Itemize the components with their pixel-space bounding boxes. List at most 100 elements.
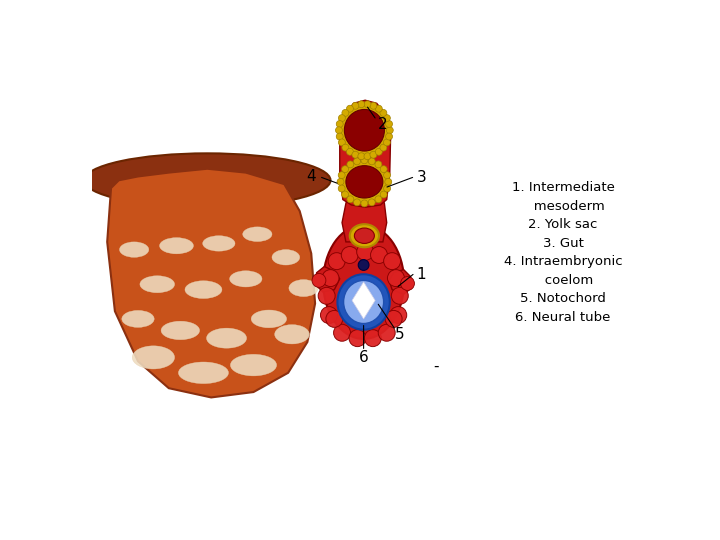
Ellipse shape bbox=[122, 310, 154, 327]
Circle shape bbox=[349, 330, 366, 347]
Circle shape bbox=[318, 287, 335, 304]
Ellipse shape bbox=[341, 160, 388, 204]
Text: 5: 5 bbox=[395, 327, 405, 342]
Circle shape bbox=[333, 325, 351, 341]
Polygon shape bbox=[340, 100, 390, 207]
Circle shape bbox=[369, 199, 375, 206]
Circle shape bbox=[387, 127, 393, 134]
Circle shape bbox=[375, 161, 382, 168]
Ellipse shape bbox=[289, 280, 318, 296]
Circle shape bbox=[358, 101, 365, 107]
Circle shape bbox=[384, 139, 390, 146]
Circle shape bbox=[341, 191, 348, 198]
Circle shape bbox=[392, 287, 408, 304]
Circle shape bbox=[346, 148, 354, 156]
Ellipse shape bbox=[339, 104, 390, 157]
Ellipse shape bbox=[185, 281, 222, 299]
Circle shape bbox=[380, 166, 387, 173]
Ellipse shape bbox=[350, 224, 379, 247]
Circle shape bbox=[380, 191, 387, 198]
Ellipse shape bbox=[243, 227, 272, 241]
Circle shape bbox=[364, 101, 371, 107]
Circle shape bbox=[342, 110, 348, 116]
Polygon shape bbox=[315, 267, 340, 292]
Circle shape bbox=[352, 102, 359, 109]
Ellipse shape bbox=[179, 362, 228, 383]
Circle shape bbox=[328, 253, 345, 269]
Circle shape bbox=[326, 310, 343, 327]
Circle shape bbox=[356, 244, 374, 260]
Ellipse shape bbox=[343, 280, 384, 323]
Ellipse shape bbox=[203, 236, 235, 251]
Ellipse shape bbox=[344, 110, 384, 151]
Circle shape bbox=[375, 196, 382, 202]
Ellipse shape bbox=[140, 276, 174, 293]
Polygon shape bbox=[352, 282, 375, 319]
Ellipse shape bbox=[207, 328, 246, 348]
Polygon shape bbox=[342, 192, 387, 242]
Circle shape bbox=[342, 144, 348, 151]
Text: 3: 3 bbox=[416, 171, 426, 186]
Circle shape bbox=[338, 185, 345, 192]
Ellipse shape bbox=[84, 153, 330, 207]
Circle shape bbox=[380, 144, 387, 151]
Circle shape bbox=[384, 253, 400, 269]
Polygon shape bbox=[107, 168, 315, 397]
Circle shape bbox=[354, 158, 361, 165]
Circle shape bbox=[322, 269, 339, 287]
Circle shape bbox=[386, 133, 392, 140]
Ellipse shape bbox=[274, 325, 310, 344]
Circle shape bbox=[390, 307, 407, 323]
Ellipse shape bbox=[120, 242, 149, 257]
Circle shape bbox=[336, 127, 343, 134]
Circle shape bbox=[312, 273, 326, 287]
Circle shape bbox=[380, 110, 387, 116]
Circle shape bbox=[336, 133, 343, 140]
Text: 2: 2 bbox=[378, 117, 387, 132]
Circle shape bbox=[337, 178, 344, 185]
Circle shape bbox=[336, 120, 343, 127]
Circle shape bbox=[352, 151, 359, 158]
Ellipse shape bbox=[323, 225, 404, 339]
Circle shape bbox=[370, 102, 377, 109]
Circle shape bbox=[338, 172, 345, 179]
Circle shape bbox=[386, 120, 392, 127]
Circle shape bbox=[354, 199, 361, 206]
Text: 4: 4 bbox=[307, 169, 316, 184]
Circle shape bbox=[358, 153, 365, 160]
Circle shape bbox=[320, 307, 338, 323]
Circle shape bbox=[361, 157, 368, 164]
Circle shape bbox=[400, 276, 415, 291]
Ellipse shape bbox=[346, 166, 383, 198]
Circle shape bbox=[370, 151, 377, 158]
Text: 6: 6 bbox=[359, 350, 369, 365]
Circle shape bbox=[387, 269, 405, 287]
Circle shape bbox=[385, 310, 402, 327]
Ellipse shape bbox=[132, 346, 174, 369]
Circle shape bbox=[361, 200, 368, 207]
Circle shape bbox=[384, 114, 390, 122]
Circle shape bbox=[375, 148, 382, 156]
Circle shape bbox=[338, 139, 346, 146]
Circle shape bbox=[384, 178, 392, 185]
Circle shape bbox=[364, 153, 371, 160]
Circle shape bbox=[359, 260, 369, 271]
Circle shape bbox=[369, 158, 375, 165]
Ellipse shape bbox=[160, 238, 194, 254]
Circle shape bbox=[375, 105, 382, 112]
Ellipse shape bbox=[354, 228, 374, 244]
Circle shape bbox=[338, 114, 346, 122]
Ellipse shape bbox=[230, 271, 262, 287]
Text: -: - bbox=[433, 359, 438, 374]
Ellipse shape bbox=[338, 274, 390, 330]
Ellipse shape bbox=[230, 354, 276, 376]
Circle shape bbox=[384, 172, 390, 179]
Circle shape bbox=[341, 247, 359, 264]
Ellipse shape bbox=[272, 249, 300, 265]
Circle shape bbox=[364, 330, 382, 347]
Ellipse shape bbox=[251, 310, 287, 328]
Text: 1. Intermediate
   mesoderm
2. Yolk sac
3. Gut
4. Intraembryonic
   coelom
5. No: 1. Intermediate mesoderm 2. Yolk sac 3. … bbox=[504, 181, 622, 323]
Polygon shape bbox=[389, 269, 411, 294]
Circle shape bbox=[347, 161, 354, 168]
Circle shape bbox=[346, 105, 354, 112]
